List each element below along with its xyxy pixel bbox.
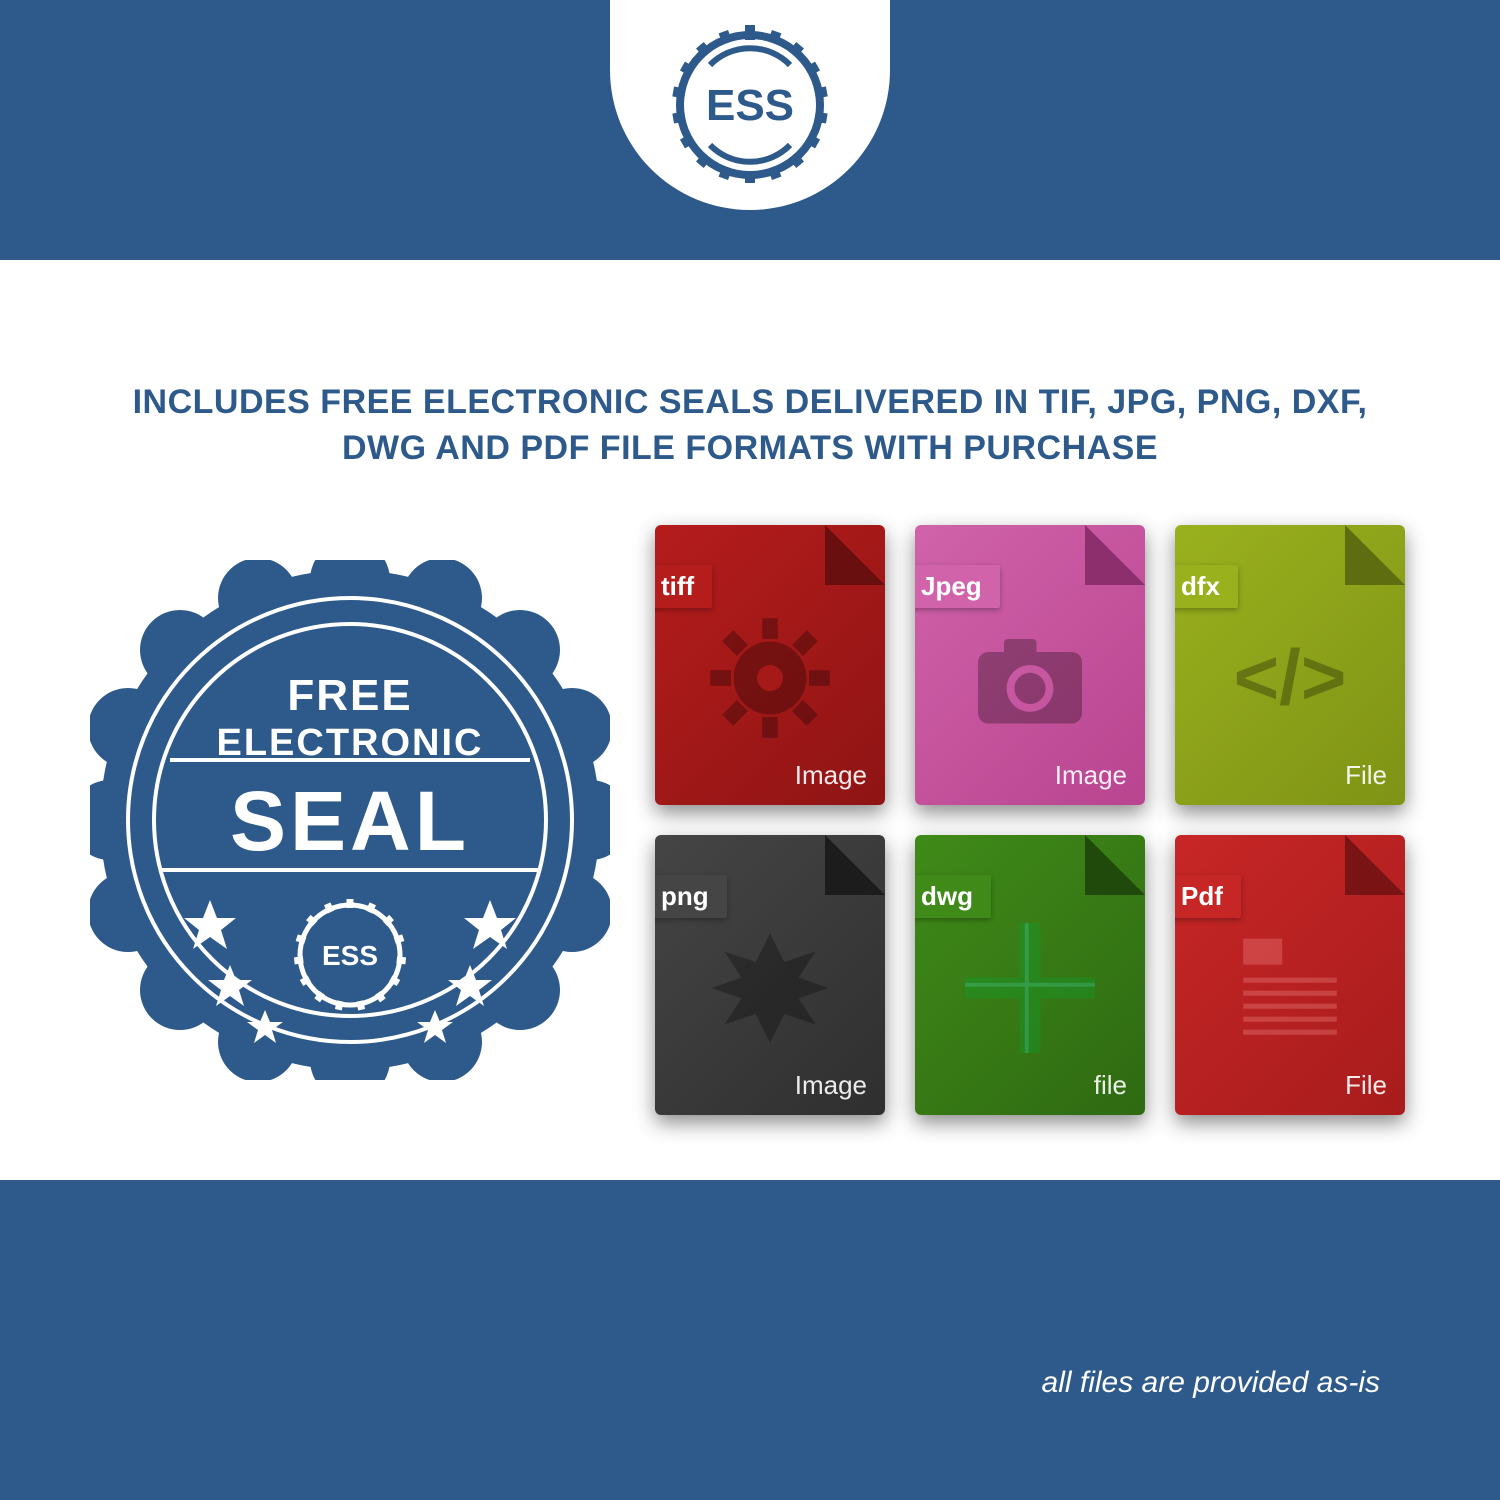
- logo-text: ESS: [706, 81, 794, 130]
- folded-corner: [825, 835, 885, 895]
- folded-corner: [1085, 525, 1145, 585]
- folded-corner: [1345, 525, 1405, 585]
- burst-glyph-icon: [705, 923, 835, 1053]
- file-format-label: Jpeg: [915, 565, 1000, 608]
- seal-line3: SEAL: [230, 774, 470, 868]
- doc-glyph-icon: [1225, 923, 1355, 1053]
- file-icon-dwg: dwg file: [915, 835, 1145, 1115]
- file-format-label: dfx: [1175, 565, 1238, 608]
- file-icon-dfx: </> dfx File: [1175, 525, 1405, 805]
- disclaimer-text: all files are provided as-is: [1042, 1366, 1380, 1400]
- camera-glyph-icon: [965, 613, 1095, 743]
- file-icon-tiff: tiff Image: [655, 525, 885, 805]
- cross-glyph-icon: [965, 923, 1095, 1053]
- folded-corner: [1345, 835, 1405, 895]
- file-type-label: File: [1345, 1070, 1387, 1101]
- free-electronic-seal-badge: FREE ELECTRONIC SEAL: [90, 560, 610, 1080]
- file-icon-pdf: Pdf File: [1175, 835, 1405, 1115]
- seal-badge-text: ESS: [322, 940, 378, 971]
- file-type-label: File: [1345, 760, 1387, 791]
- file-format-label: Pdf: [1175, 875, 1241, 918]
- code-glyph-icon: </>: [1225, 613, 1355, 743]
- file-format-grid: tiff Image Jpeg Image </> dfx File png Image dwg f…: [650, 525, 1410, 1115]
- file-type-label: Image: [795, 760, 867, 791]
- svg-text:</>: </>: [1234, 633, 1347, 721]
- file-format-label: tiff: [655, 565, 712, 608]
- file-type-label: Image: [1055, 760, 1127, 791]
- content-row: FREE ELECTRONIC SEAL: [90, 520, 1410, 1120]
- file-type-label: Image: [795, 1070, 867, 1101]
- headline-text: INCLUDES FREE ELECTRONIC SEALS DELIVERED…: [100, 380, 1400, 472]
- gear-glyph-icon: [705, 613, 835, 743]
- folded-corner: [1085, 835, 1145, 895]
- file-format-label: dwg: [915, 875, 991, 918]
- file-format-label: png: [655, 875, 727, 918]
- ess-gear-logo: ESS: [665, 20, 835, 190]
- seal-line2: ELECTRONIC: [217, 722, 484, 764]
- file-type-label: file: [1094, 1070, 1127, 1101]
- file-icon-png: png Image: [655, 835, 885, 1115]
- folded-corner: [825, 525, 885, 585]
- seal-line1: FREE: [287, 671, 412, 720]
- file-icon-jpeg: Jpeg Image: [915, 525, 1145, 805]
